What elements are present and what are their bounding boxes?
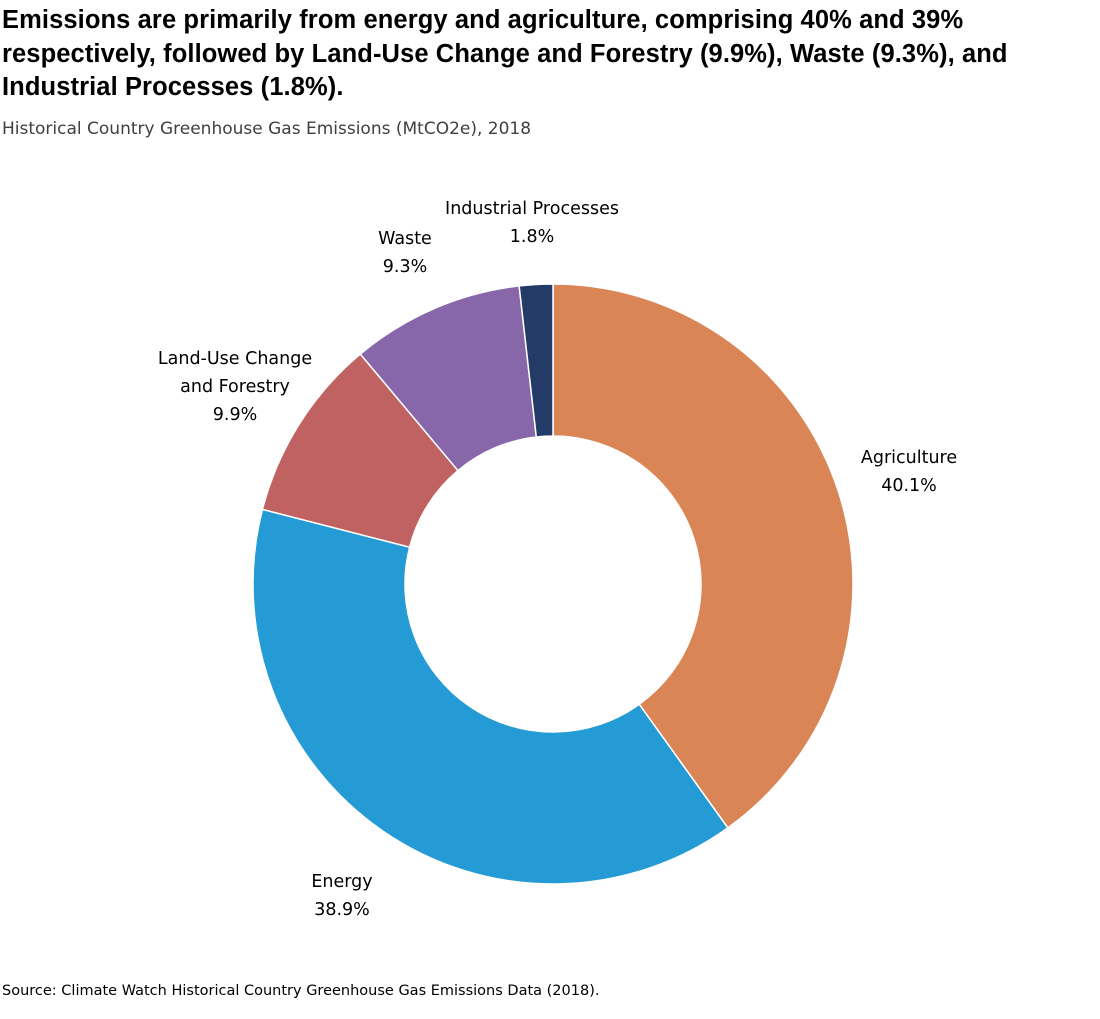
slice-label-energy: Energy 38.9%	[311, 872, 372, 920]
donut-slice-industrial-processes	[518, 283, 554, 438]
donut-slice-energy	[252, 508, 729, 885]
donut-chart: Agriculture 40.1% Energy 38.9% Land-Use Chan…	[158, 199, 957, 920]
slice-name-agriculture: Agriculture	[861, 448, 957, 468]
chart-headline: Emissions are primarily from energy and …	[2, 6, 1008, 101]
slice-value-industrial-processes: 1.8%	[510, 227, 554, 247]
slice-value-agriculture: 40.1%	[881, 476, 937, 496]
slice-name-land-use-change-and-forestry: and Forestry	[180, 377, 290, 397]
slice-label-waste: Waste 9.3%	[378, 229, 432, 277]
slice-label-land-use-change-and-forestry: Land-Use Change and Forestry 9.9%	[158, 349, 312, 425]
slice-value-waste: 9.3%	[383, 257, 427, 277]
source-note: Source: Climate Watch Historical Country…	[2, 983, 600, 999]
slice-name-waste: Waste	[378, 229, 432, 249]
slice-value-land-use-change-and-forestry: 9.9%	[213, 405, 257, 425]
slice-label-industrial-processes: Industrial Processes 1.8%	[445, 199, 619, 247]
slice-name-land-use-change-and-forestry: Land-Use Change	[158, 349, 312, 369]
slice-name-industrial-processes: Industrial Processes	[445, 199, 619, 219]
donut-slice-agriculture	[552, 283, 854, 829]
slice-value-energy: 38.9%	[314, 900, 370, 920]
slice-name-energy: Energy	[311, 872, 372, 892]
chart-subtitle: Historical Country Greenhouse Gas Emissi…	[2, 119, 532, 139]
slice-label-agriculture: Agriculture 40.1%	[861, 448, 957, 496]
